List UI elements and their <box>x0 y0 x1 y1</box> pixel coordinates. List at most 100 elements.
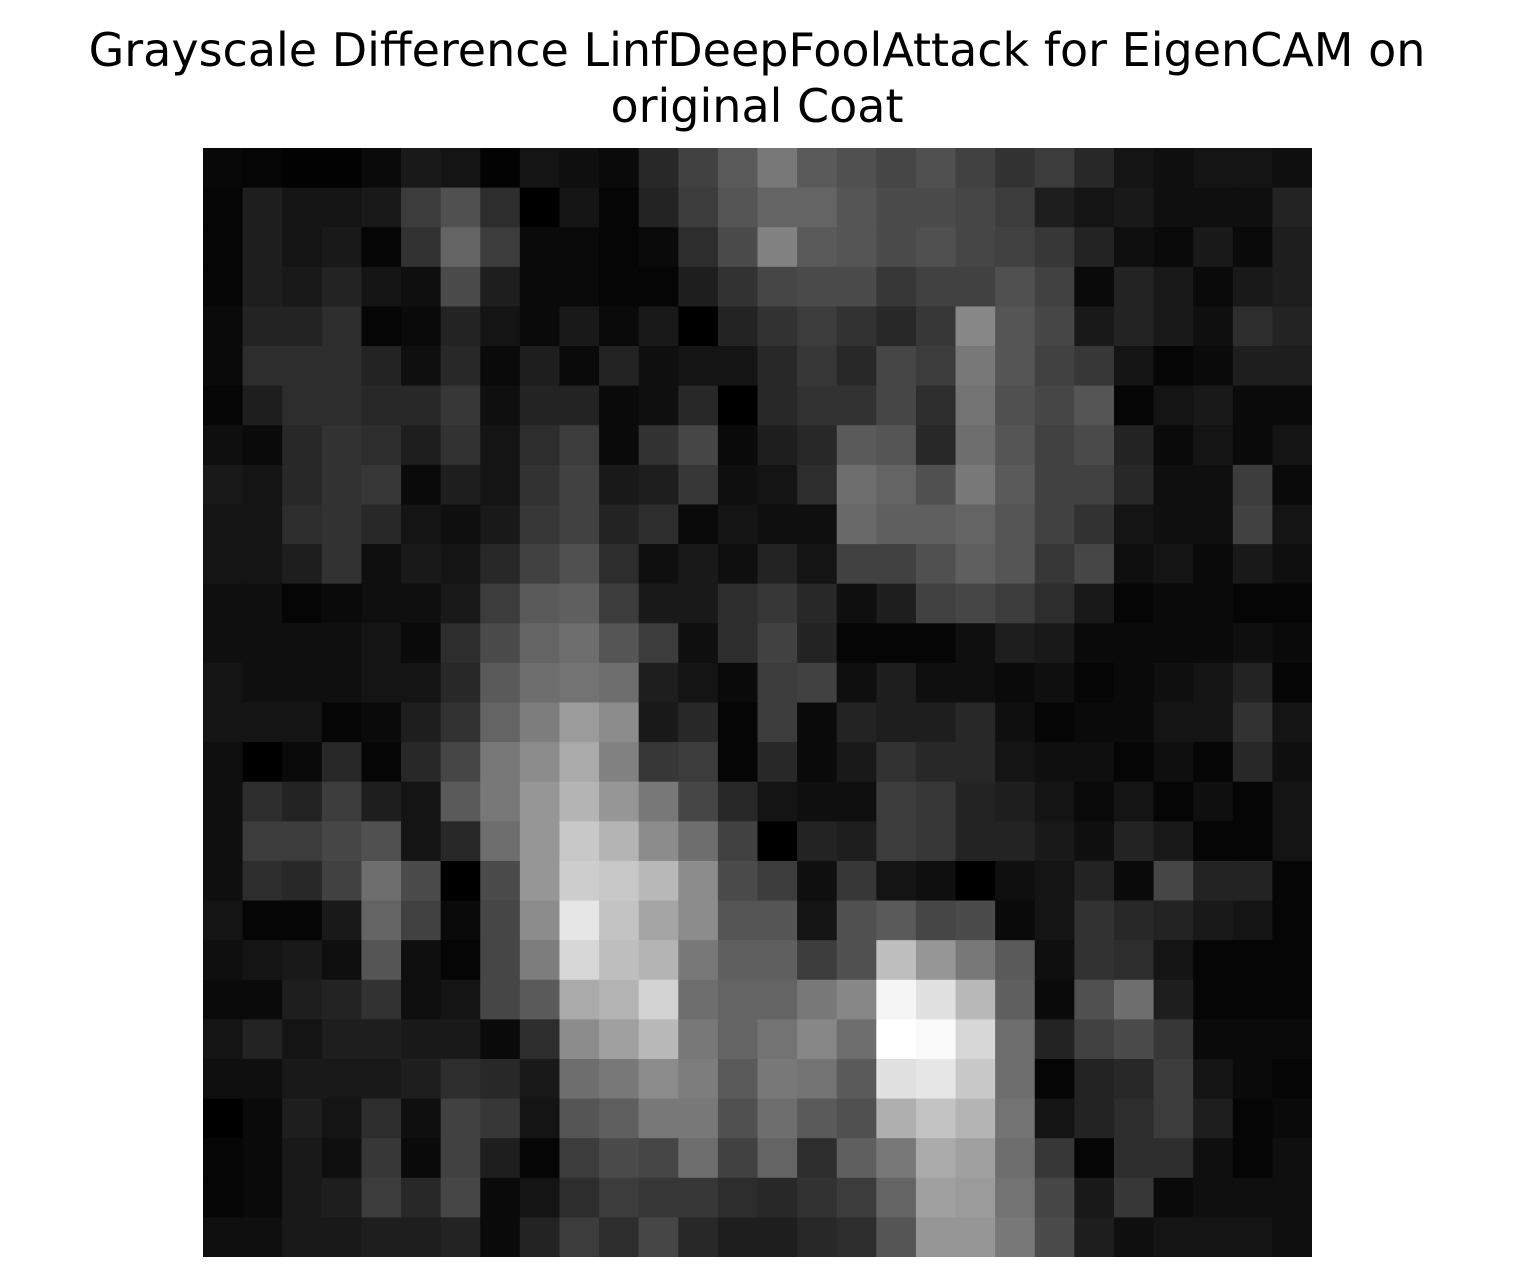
heatmap-cell <box>1153 1177 1194 1218</box>
heatmap-cell <box>480 1138 521 1179</box>
heatmap-cell <box>401 346 442 387</box>
heatmap-cell <box>638 187 679 228</box>
heatmap-cell <box>638 227 679 268</box>
heatmap-cell <box>915 821 957 862</box>
heatmap-cell <box>717 346 759 387</box>
heatmap-cell <box>955 583 996 624</box>
heatmap-cell <box>757 662 798 704</box>
heatmap-cell <box>599 702 640 743</box>
heatmap-cell <box>836 544 877 585</box>
heatmap-cell <box>638 860 679 902</box>
heatmap-cell <box>876 1098 917 1139</box>
heatmap-cell <box>876 1138 917 1179</box>
heatmap-cell <box>876 583 917 624</box>
heatmap-cell <box>995 148 1036 189</box>
heatmap-cell <box>915 1019 957 1060</box>
heatmap-cell <box>401 227 442 268</box>
heatmap-cell <box>519 781 561 822</box>
heatmap-cell <box>1272 306 1312 347</box>
heatmap-cell <box>599 860 640 902</box>
heatmap-cell <box>757 742 798 783</box>
heatmap-cell <box>1232 464 1273 506</box>
heatmap-cell <box>599 504 640 545</box>
heatmap-cell <box>440 464 481 506</box>
heatmap-cell <box>1113 464 1155 506</box>
heatmap-cell <box>361 860 402 902</box>
heatmap-cell <box>1193 1019 1234 1060</box>
heatmap-cell <box>1074 662 1115 704</box>
heatmap-cell <box>915 940 957 981</box>
heatmap-cell <box>1232 425 1273 466</box>
heatmap-cell <box>1034 1177 1075 1218</box>
heatmap-cell <box>401 742 442 783</box>
heatmap-cell <box>1272 1177 1312 1218</box>
heatmap-cell <box>717 464 759 506</box>
heatmap-cell <box>915 900 957 941</box>
heatmap-cell <box>995 979 1036 1020</box>
heatmap-cell <box>203 1217 244 1257</box>
heatmap-cell <box>717 1217 759 1257</box>
heatmap-cell <box>797 1098 838 1139</box>
heatmap-cell <box>440 742 481 783</box>
heatmap-cell <box>1074 1138 1115 1179</box>
heatmap-cell <box>915 623 957 664</box>
heatmap-cell <box>321 742 363 783</box>
heatmap-cell <box>242 306 283 347</box>
heatmap-cell <box>519 1058 561 1100</box>
heatmap-cell <box>203 425 244 466</box>
heatmap-cell <box>995 821 1036 862</box>
heatmap-cell <box>519 860 561 902</box>
heatmap-cell <box>559 583 600 624</box>
heatmap-cell <box>1232 979 1273 1020</box>
heatmap-cell <box>638 662 679 704</box>
heatmap-cell <box>559 385 600 426</box>
heatmap-cell <box>915 504 957 545</box>
heatmap-cell <box>1113 1019 1155 1060</box>
heatmap-cell <box>757 702 798 743</box>
heatmap-cell <box>876 385 917 426</box>
heatmap-cell <box>519 227 561 268</box>
heatmap-cell <box>203 1019 244 1060</box>
heatmap-cell <box>519 979 561 1020</box>
heatmap-cell <box>321 187 363 228</box>
chart-title: Grayscale Difference LinfDeepFoolAttack … <box>0 22 1514 134</box>
heatmap-cell <box>757 266 798 308</box>
heatmap-cell <box>836 504 877 545</box>
heatmap-cell <box>717 227 759 268</box>
heatmap-cell <box>1272 425 1312 466</box>
heatmap-cell <box>401 979 442 1020</box>
heatmap-cell <box>955 425 996 466</box>
heatmap-cell <box>678 821 719 862</box>
heatmap-cell <box>599 662 640 704</box>
heatmap-cell <box>559 742 600 783</box>
heatmap-cell <box>1193 425 1234 466</box>
heatmap-cell <box>519 1217 561 1257</box>
heatmap-cell <box>797 1138 838 1179</box>
heatmap-cell <box>599 821 640 862</box>
heatmap-cell <box>717 1138 759 1179</box>
heatmap-cell <box>876 940 917 981</box>
heatmap-cell <box>797 1019 838 1060</box>
heatmap-cell <box>282 583 323 624</box>
heatmap-cell <box>797 702 838 743</box>
heatmap-cell <box>717 544 759 585</box>
heatmap-cell <box>638 1177 679 1218</box>
heatmap-cell <box>995 583 1036 624</box>
heatmap-cell <box>638 148 679 189</box>
heatmap-cell <box>757 900 798 941</box>
heatmap-cell <box>203 623 244 664</box>
heatmap-cell <box>876 1019 917 1060</box>
heatmap-cell <box>599 1098 640 1139</box>
heatmap-cell <box>242 662 283 704</box>
heatmap-cell <box>361 385 402 426</box>
heatmap-cell <box>1232 742 1273 783</box>
heatmap-cell <box>1232 1058 1273 1100</box>
heatmap-cell <box>1074 1177 1115 1218</box>
heatmap-cell <box>401 1058 442 1100</box>
heatmap-cell <box>361 148 402 189</box>
heatmap-cell <box>401 583 442 624</box>
heatmap-cell <box>915 266 957 308</box>
heatmap-cell <box>401 623 442 664</box>
heatmap-cell <box>1153 1098 1194 1139</box>
heatmap-cell <box>321 425 363 466</box>
